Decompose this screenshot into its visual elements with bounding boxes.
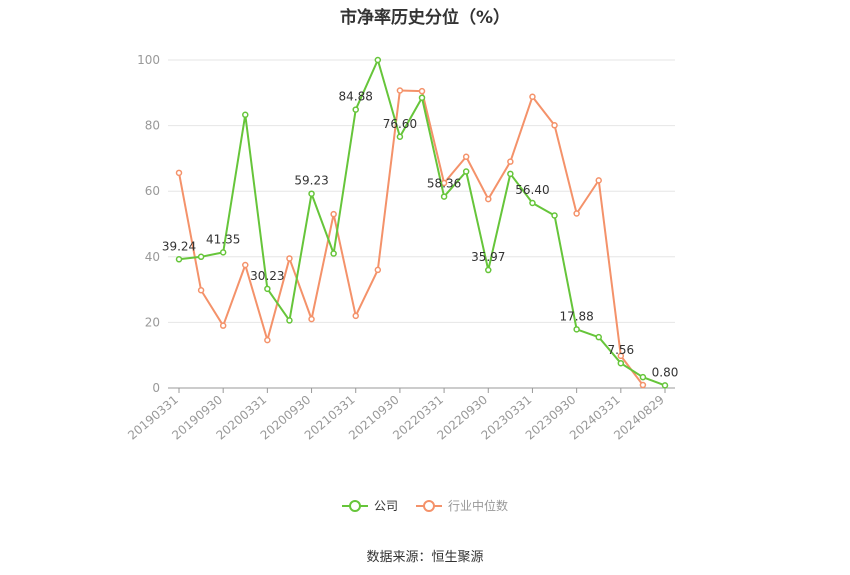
data-point-company xyxy=(639,373,647,381)
data-point-industry-median xyxy=(219,322,227,329)
data-point-company xyxy=(197,253,205,261)
y-tick-label: 100 xyxy=(137,53,160,67)
legend-item-industry-median[interactable]: 行业中位数 xyxy=(416,497,508,514)
data-label: 76.60 xyxy=(383,117,417,131)
data-point-industry-median xyxy=(374,266,382,274)
data-point-company xyxy=(462,168,470,175)
data-point-industry-median xyxy=(396,87,404,94)
data-point-company xyxy=(175,256,183,263)
data-label: 41.35 xyxy=(206,232,240,246)
data-point-company xyxy=(418,94,426,101)
data-point-company xyxy=(573,326,580,333)
data-point-company xyxy=(219,249,227,256)
series-layer xyxy=(175,56,669,389)
data-point-industry-median xyxy=(573,210,580,217)
data-label-layer: 39.24 41.35 30.23 59.23 84.88 76.60 58.36 35.97… xyxy=(162,90,679,380)
data-point-company xyxy=(352,106,359,113)
y-tick-label: 60 xyxy=(145,184,160,198)
data-point-company xyxy=(595,333,602,341)
data-point-company xyxy=(286,317,293,324)
data-point-company xyxy=(330,250,337,257)
data-point-industry-median xyxy=(418,87,426,95)
series-line-industry-median xyxy=(178,89,644,386)
data-point-company xyxy=(661,382,669,389)
data-point-industry-median xyxy=(507,158,514,165)
legend-label-company: 公司 xyxy=(373,499,398,513)
data-point-company xyxy=(529,199,536,207)
data-point-industry-median xyxy=(264,336,271,344)
data-point-company xyxy=(242,111,249,119)
y-tick-label: 40 xyxy=(145,250,160,264)
legend: 公司 行业中位数 xyxy=(0,497,850,514)
data-point-industry-median xyxy=(529,93,536,100)
data-label: 30.23 xyxy=(250,269,284,283)
data-point-industry-median xyxy=(352,312,359,320)
data-point-industry-median xyxy=(485,195,492,203)
axis-layer: 0204060801002019033120190930202003312020… xyxy=(125,53,675,443)
chart-title: 市净率历史分位（%） xyxy=(339,8,511,28)
data-point-industry-median xyxy=(330,210,337,218)
data-point-industry-median xyxy=(242,261,249,269)
legend-item-company[interactable]: 公司 xyxy=(341,497,398,514)
data-point-industry-median xyxy=(286,255,293,262)
data-label: 0.80 xyxy=(652,365,679,379)
data-point-industry-median xyxy=(197,287,205,294)
data-point-company xyxy=(440,193,448,200)
data-label: 39.24 xyxy=(162,239,196,253)
data-label: 17.88 xyxy=(559,309,593,323)
data-point-industry-median xyxy=(175,169,183,177)
legend-marker-company xyxy=(341,499,368,513)
data-label: 58.36 xyxy=(427,177,461,191)
y-tick-label: 0 xyxy=(152,381,160,395)
data-point-company xyxy=(617,359,625,367)
data-point-company xyxy=(507,170,514,178)
data-point-industry-median xyxy=(308,315,315,323)
data-point-company xyxy=(308,190,315,197)
data-point-industry-median xyxy=(551,122,558,129)
data-label: 84.88 xyxy=(339,90,373,104)
source-note: 数据来源：恒生聚源 xyxy=(366,550,484,565)
data-point-industry-median xyxy=(595,177,602,184)
series-line-company xyxy=(178,59,666,387)
data-label: 35.97 xyxy=(471,250,505,264)
y-tick-label: 80 xyxy=(145,119,160,133)
data-point-company xyxy=(485,266,492,274)
data-point-company xyxy=(264,285,271,293)
y-tick-label: 20 xyxy=(145,315,160,329)
data-point-industry-median xyxy=(639,381,647,389)
data-label: 59.23 xyxy=(294,174,328,188)
data-point-industry-median xyxy=(462,153,470,161)
data-label: 56.40 xyxy=(515,183,549,197)
data-point-company xyxy=(396,133,404,141)
data-point-company xyxy=(551,212,558,219)
data-label: 7.56 xyxy=(607,343,634,357)
legend-label-industry-median: 行业中位数 xyxy=(448,499,509,513)
legend-marker-industry-median xyxy=(416,499,442,513)
data-point-industry-median xyxy=(617,352,625,360)
data-point-company xyxy=(374,56,382,64)
